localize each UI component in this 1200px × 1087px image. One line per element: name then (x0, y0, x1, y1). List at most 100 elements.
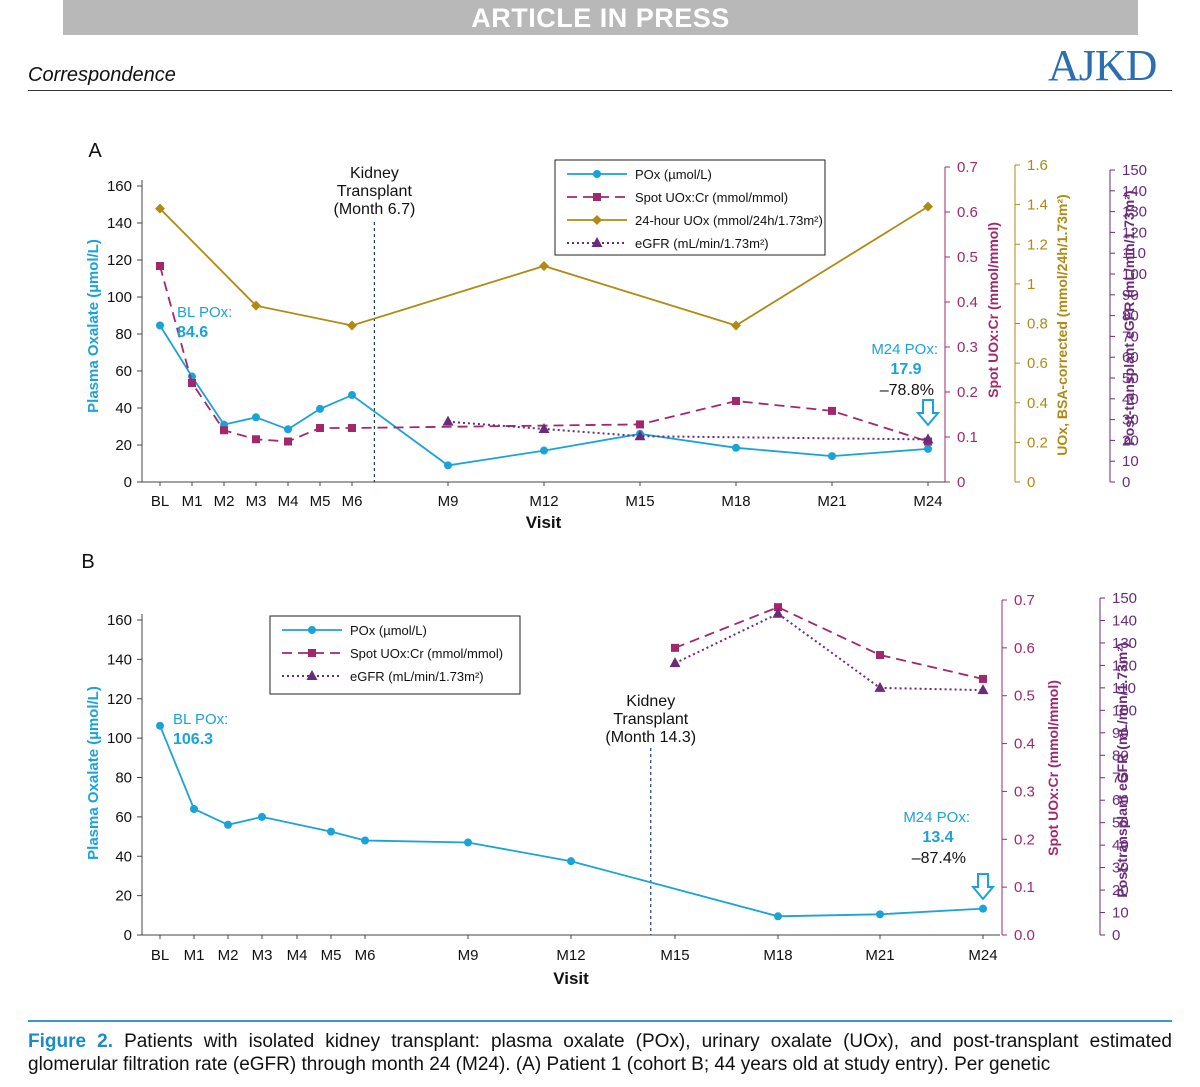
panel-a-left-tick-label: 20 (115, 437, 132, 454)
panel-b-spot-point (671, 643, 679, 652)
panel-a-right3-tick-label: 30 (1122, 412, 1139, 429)
panel-a-spot-point (316, 424, 324, 432)
panel-a-spot-point (284, 437, 292, 446)
panel-b-left-tick-label: 100 (107, 730, 132, 747)
panel-a-right3-tick-label: 10 (1122, 453, 1139, 470)
panel-b-pox-point (979, 904, 987, 913)
panel-b-transplant-label: Kidney (626, 693, 675, 710)
panel-a-legend-entry-egfr: eGFR (mL/min/1.73m²) (635, 236, 769, 251)
panel-b-egfr-point (669, 657, 681, 668)
panel-a-x-tick-label: BL (151, 493, 169, 510)
panel-a-right2-tick-label: 0.2 (1027, 434, 1048, 451)
panel-b-right3-tick-label: 90 (1112, 725, 1129, 742)
panel-a-right2-tick-label: 1.4 (1027, 197, 1048, 214)
panel-a-legend-marker-egfr (591, 237, 603, 247)
panel-a-right2-tick-label: 1 (1027, 276, 1035, 293)
panel-b-right3-tick-label: 70 (1112, 770, 1129, 787)
panel-b-left-tick-label: 40 (115, 848, 132, 865)
panel-a-right1-tick-label: 0 (957, 474, 965, 491)
panel-b-right1-tick-label: 0.0 (1014, 927, 1035, 944)
panel-a-right2-tick-label: 0.8 (1027, 316, 1048, 333)
panel-a-right3-tick-label: 80 (1122, 308, 1139, 325)
panel-b-x-tick-label: M1 (184, 947, 205, 964)
panel-a-right3-tick-label: 60 (1122, 349, 1139, 366)
panel-a-egfr-point (634, 430, 646, 441)
panel-b-pox-point (361, 836, 369, 845)
panel-a-x-tick-label: M18 (721, 493, 750, 510)
panel-a-right1-tick-label: 0.1 (957, 429, 978, 446)
panel-a-right2-tick-label: 0.4 (1027, 395, 1048, 412)
panel-a-m24-arrow-icon (915, 399, 941, 427)
panel-a-right3-tick-label: 110 (1122, 245, 1146, 262)
panel-a-x-tick-label: M9 (438, 493, 459, 510)
panel-a-x-tick-label: M5 (310, 493, 331, 510)
panel-b-right3-tick-label: 150 (1112, 590, 1137, 607)
panel-a-left-tick-label: 0 (124, 474, 132, 491)
panel-a-right2-axis-title: UOx, BSA-corrected (mmol/24h/1.73m²) (1054, 194, 1070, 455)
panel-a-right3-tick-label: 0 (1122, 474, 1130, 491)
panel-a-spot-point (732, 397, 740, 405)
panel-b-pox-point (327, 827, 335, 836)
panel-b-x-tick-label: M3 (252, 947, 273, 964)
panel-a-uox24-point (923, 201, 933, 212)
panel-b-x-tick-label: M21 (865, 947, 894, 964)
panel-b-legend-entry-pox: POx (µmol/L) (350, 623, 427, 638)
caption-label: Figure 2. (28, 1031, 113, 1052)
panel-b-legend-entry-egfr: eGFR (mL/min/1.73m²) (350, 669, 484, 684)
panel-b-right3-tick-label: 120 (1112, 657, 1137, 674)
panel-a-spot-point (348, 424, 356, 432)
panel-a-x-tick-label: M21 (817, 493, 846, 510)
panel-b-right1-tick-label: 0.4 (1014, 736, 1035, 753)
panel-b-right3-tick-label: 40 (1112, 837, 1129, 854)
panel-b-right3-tick-label: 100 (1112, 702, 1137, 719)
panel-a-x-tick-label: M4 (278, 493, 299, 510)
panel-b-x-tick-label: M6 (355, 947, 376, 964)
panel-b-m24-change: –87.4% (912, 850, 966, 867)
panel-a-spot-point (828, 406, 836, 415)
panel-a-left-axis-title: Plasma Oxalate (µmol/L) (85, 239, 102, 413)
panel-a-pox-point (348, 391, 356, 400)
panel-a-bl-label: BL POx: (177, 304, 232, 321)
panel-b-spot-point (774, 603, 782, 612)
panel-a-right1-tick-label: 0.3 (957, 339, 978, 356)
panel-a-pox-point (924, 444, 932, 453)
panel-b-egfr-line (674, 612, 984, 692)
panel-a-x-tick-label: M2 (214, 493, 235, 510)
panel-b-right3-tick-label: 50 (1112, 815, 1129, 832)
panel-a-x-tick-label: M1 (182, 493, 203, 510)
panel-b-right1-tick-label: 0.5 (1014, 688, 1035, 705)
panel-b-x-axis-title: Visit (553, 969, 589, 988)
panel-a-right2-tick-label: 1.6 (1027, 157, 1048, 174)
panel-b-x-tick-label: M5 (321, 947, 342, 964)
panel-b-x-tick-label: M24 (968, 947, 997, 964)
panel-b-bl-label: BL POx: (173, 711, 228, 728)
panel-b-m24-value: 13.4 (922, 829, 953, 846)
panel-a-right1-axis-title: Spot UOx:Cr (mmol/mmol) (985, 222, 1001, 398)
panel-b-right3-tick-label: 30 (1112, 860, 1129, 877)
panel-b-right1-tick-label: 0.6 (1014, 640, 1035, 657)
panel-a-left-tick-label: 160 (107, 178, 132, 195)
panel-b-right3-tick-label: 0 (1112, 927, 1120, 944)
panel-a-x-tick-label: M12 (529, 493, 558, 510)
panel-a-left-tick-label: 140 (107, 215, 132, 232)
panel-a-transplant-label: Kidney (350, 165, 399, 182)
panel-b-pox-point (258, 812, 266, 821)
panel-a-label: A (88, 140, 102, 162)
article-in-press-banner: ARTICLE IN PRESS (63, 0, 1138, 35)
panel-a-x-tick-label: M24 (913, 493, 942, 510)
panel-a-left-tick-label: 80 (115, 326, 132, 343)
header-rule (28, 90, 1172, 91)
panel-a-legend-marker-pox (593, 170, 601, 178)
panel-a-pox-point (540, 446, 548, 455)
panel-b-left-tick-label: 20 (115, 888, 132, 905)
panel-a-right3-tick-label: 100 (1122, 266, 1147, 283)
panel-a-legend-entry-uox24: 24-hour UOx (mmol/24h/1.73m²) (635, 213, 823, 228)
panel-a-right3-tick-label: 140 (1122, 183, 1147, 200)
panel-b-right3-axis-title: Post-transplant eGFR (mL/min/1.73m²) (1114, 642, 1130, 897)
figure-caption: Figure 2. Patients with isolated kidney … (28, 1020, 1172, 1087)
panel-a-transplant-label: Transplant (337, 183, 413, 200)
panel-a-egfr-line (447, 420, 929, 441)
panel-a-left-tick-label: 100 (107, 289, 132, 306)
panel-b-spot-line (674, 606, 984, 680)
